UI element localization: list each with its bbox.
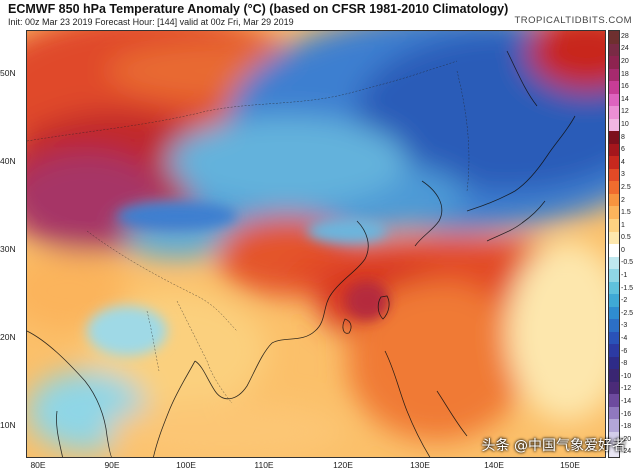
colorbar-cell [609,181,619,194]
colorbar-cell [609,218,619,232]
colorbar-cell [609,43,619,57]
colorbar-tick-label: -20 [621,435,632,443]
colorbar-cell [609,344,619,357]
watermark: 头条 @中国气象爱好者 [481,438,626,454]
colorbar-tick-label: -3 [621,322,628,330]
colorbar-tick-label: 4 [621,158,625,166]
colorbar-cell [609,281,619,295]
lon-label-130e: 130E [410,460,430,470]
colorbar-cell [609,356,619,370]
lon-label-120e: 120E [333,460,353,470]
colorbar-cell [609,269,619,282]
colorbar-cell [609,381,619,395]
colorbar-tick-label: -16 [621,410,632,418]
colorbar-tick-label: -2 [621,297,628,305]
brand-label[interactable]: TROPICALTIDBITS.COM [514,15,632,26]
colorbar-tick-label: -6 [621,347,628,355]
colorbar-tick-label: 2 [621,196,625,204]
lat-label-30n: 30N [0,244,16,254]
colorbar-cell [609,444,619,458]
colorbar-tick-label: -14 [621,398,632,406]
colorbar-tick-label: 14 [621,95,629,103]
colorbar-cell [609,294,619,307]
colorbar-cell [609,206,619,219]
colorbar-cell [609,106,619,119]
lat-label-20n: 20N [0,332,16,342]
colorbar-tick-label: -10 [621,372,632,380]
lon-label-100e: 100E [176,460,196,470]
colorbar-cell [609,369,619,382]
colorbar-cell [609,156,619,169]
lat-label-40n: 40N [0,156,16,166]
colorbar-ticks: 28 24 20 18 16 14 12 10 8 6 4 3 2.5 2 1.5 1 0.5 0 -0.5 -1 -1… [621,30,640,458]
colorbar-cell [609,131,619,144]
colorbar-cell [609,319,619,332]
colorbar-tick-label: 0 [621,246,625,254]
colorbar-cell [609,31,619,44]
colorbar-cell [609,419,619,432]
colorbar-tick-label: -1.5 [621,284,634,292]
colorbar-cell [609,118,619,132]
colorbar-cell [609,306,619,320]
colorbar-cell [609,256,619,270]
colorbar-tick-label: -18 [621,423,632,431]
colorbar-tick-label: -12 [621,385,632,393]
colorbar-cell [609,93,619,107]
colorbar-cell [609,432,619,445]
anomaly-map [26,30,606,458]
lon-label-150e: 150E [560,460,580,470]
colorbar-cell [609,331,619,345]
colorbar-tick-label: 8 [621,133,625,141]
colorbar-tick-label: 3 [621,171,625,179]
lon-label-90e: 90E [104,460,120,470]
colorbar-tick-label: 1 [621,221,625,229]
colorbar-tick-label: -2.5 [621,309,634,317]
colorbar-tick-label: 16 [621,83,629,91]
colorbar-tick-label: 20 [621,57,629,65]
colorbar-cell [609,56,619,69]
colorbar-tick-label: 18 [621,70,629,78]
colorbar-cell [609,168,619,182]
colorbar [608,30,620,458]
colorbar-cell [609,193,619,207]
colorbar-tick-label: 0.5 [621,234,631,242]
map-subtitle: Init: 00z Mar 23 2019 Forecast Hour: [14… [8,17,294,27]
colorbar-tick-label: 28 [621,32,629,40]
colorbar-tick-label: -4 [621,335,628,343]
map-title: ECMWF 850 hPa Temperature Anomaly (°C) (… [8,2,509,16]
colorbar-cell [609,81,619,94]
colorbar-cell [609,68,619,82]
lon-label-110e: 110E [254,460,274,470]
lat-label-50n: 50N [0,68,16,78]
header: ECMWF 850 hPa Temperature Anomaly (°C) (… [0,0,640,30]
colorbar-tick-label: -8 [621,360,628,368]
colorbar-cell [609,231,619,245]
colorbar-tick-label: 1.5 [621,209,631,217]
colorbar-tick-label: 12 [621,108,629,116]
colorbar-cell [609,394,619,407]
colorbar-tick-label: -0.5 [621,259,634,267]
colorbar-tick-label: -24 [621,448,632,456]
colorbar-cell [609,143,619,157]
colorbar-tick-label: 10 [621,120,629,128]
colorbar-cell [609,244,619,257]
lon-label-80e: 80E [30,460,46,470]
map-canvas [27,31,605,457]
lon-label-140e: 140E [484,460,504,470]
colorbar-tick-label: 24 [621,45,629,53]
colorbar-tick-label: -1 [621,272,628,280]
colorbar-tick-label: 2.5 [621,183,631,191]
lat-label-10n: 10N [0,420,16,430]
coastlines [27,50,576,457]
borders [27,60,470,404]
colorbar-tick-label: 6 [621,146,625,154]
colorbar-cell [609,406,619,420]
